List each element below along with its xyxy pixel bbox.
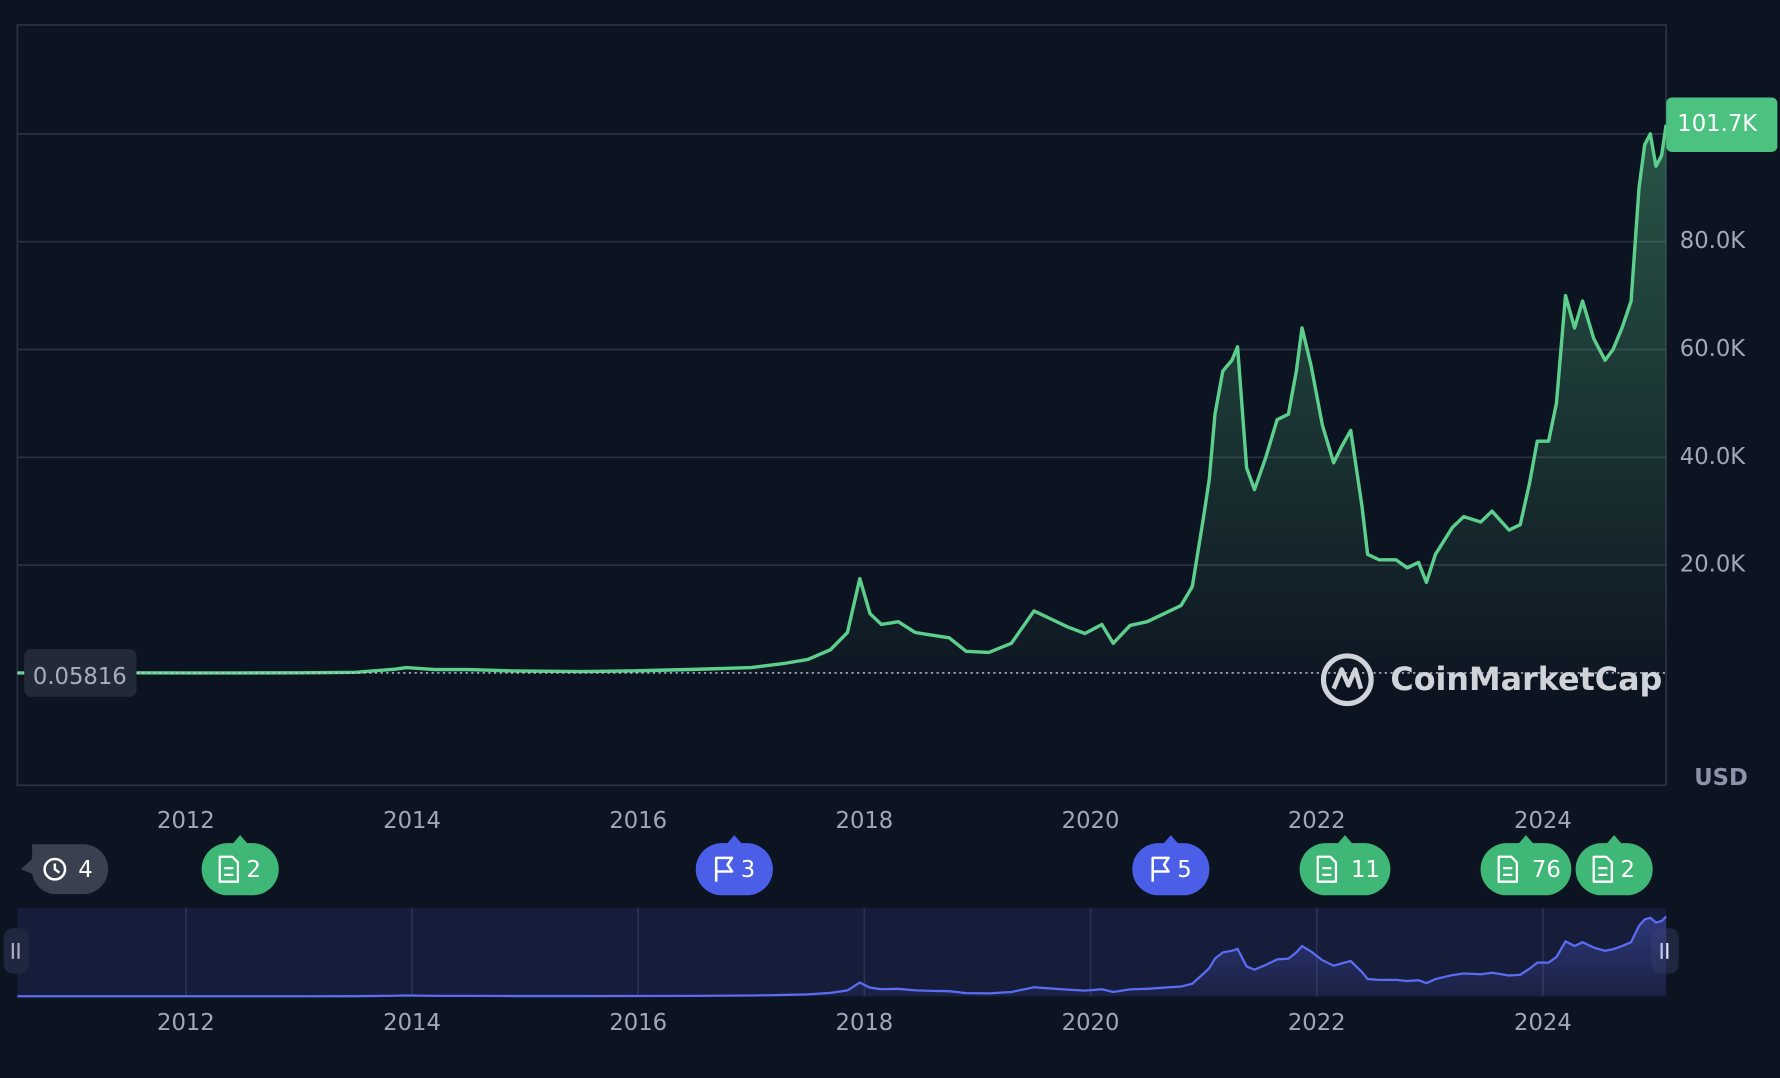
icon-part <box>1497 855 1518 883</box>
x-tick-label: 2014 <box>383 808 441 834</box>
navigator-x-tick-label: 2020 <box>1062 1010 1120 1036</box>
current-price-label: 101.7K <box>1677 111 1758 137</box>
navigator-handle-left[interactable] <box>3 928 29 974</box>
watermark: CoinMarketCap <box>1320 653 1662 707</box>
navigator-line <box>17 915 1667 998</box>
price-line <box>17 124 1668 675</box>
icon-part <box>1316 855 1338 883</box>
watermark-text: CoinMarketCap <box>1390 662 1662 698</box>
watermark-logo <box>1320 653 1374 707</box>
navigator-x-tick-label: 2014 <box>383 1010 441 1036</box>
x-tick-label: 2018 <box>836 808 894 834</box>
badge-pointer <box>232 835 249 845</box>
event-icon <box>1497 855 1518 883</box>
event-icon <box>1592 855 1614 883</box>
x-tick-label: 2016 <box>609 808 667 834</box>
badge-pointer <box>1337 835 1353 845</box>
event-count: 11 <box>1351 857 1380 883</box>
badge-pointer <box>726 835 743 845</box>
navigator-x-tick-label: 2016 <box>609 1010 667 1036</box>
y-tick-label: 20.0K <box>1680 552 1747 578</box>
event-count: 3 <box>741 857 755 883</box>
event-count: 76 <box>1532 857 1561 883</box>
watermark-logo-mark <box>1331 667 1364 690</box>
event-icon <box>714 856 734 882</box>
event-count: 2 <box>247 857 261 883</box>
icon-part <box>43 857 67 881</box>
navigator-x-tick-label: 2024 <box>1514 1010 1572 1036</box>
currency-label: USD <box>1694 765 1748 791</box>
event-icon <box>218 855 240 883</box>
badge-pointer <box>1606 835 1623 845</box>
icon-part <box>53 863 61 874</box>
navigator-x-tick-label: 2012 <box>157 1010 215 1036</box>
event-icon <box>1151 856 1170 882</box>
event-count: 4 <box>78 857 92 883</box>
current-price-badge <box>1666 97 1778 152</box>
icon-part <box>218 855 240 883</box>
badge-pointer <box>1517 835 1534 845</box>
event-badge[interactable]: 5 <box>1132 835 1210 896</box>
y-tick-label: 80.0K <box>1680 228 1747 254</box>
y-tick-label: 40.0K <box>1680 444 1747 470</box>
x-tick-label: 2022 <box>1288 808 1346 834</box>
event-badge[interactable]: 3 <box>695 835 773 896</box>
badge-shape[interactable] <box>201 843 279 896</box>
start-price-label: 0.05816 <box>33 664 127 690</box>
event-count: 2 <box>1621 857 1635 883</box>
badge-shape[interactable] <box>695 843 773 896</box>
badge-pointer <box>1162 835 1179 845</box>
event-icon <box>43 857 67 881</box>
x-tick-label: 2020 <box>1062 808 1120 834</box>
navigator-x-tick-label: 2022 <box>1288 1010 1346 1036</box>
x-tick-label: 2024 <box>1514 808 1572 834</box>
price-area <box>17 124 1667 673</box>
icon-part <box>1592 855 1614 883</box>
badge-shape[interactable] <box>1132 843 1210 896</box>
badge-shape[interactable] <box>1575 843 1653 896</box>
navigator-x-tick-label: 2018 <box>836 1010 894 1036</box>
icon-part <box>714 856 734 882</box>
event-count: 5 <box>1177 857 1191 883</box>
handle[interactable] <box>3 928 29 974</box>
start-price-badge <box>24 649 137 697</box>
navigator-area <box>17 916 1667 997</box>
y-tick-label: 60.0K <box>1680 336 1747 362</box>
event-icon <box>1316 855 1338 883</box>
x-tick-label: 2012 <box>157 808 215 834</box>
icon-part <box>1151 856 1170 882</box>
